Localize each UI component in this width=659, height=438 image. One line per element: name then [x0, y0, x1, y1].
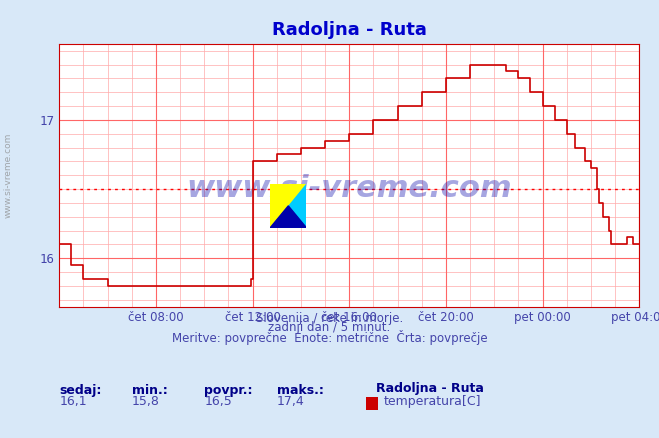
Text: povpr.:: povpr.:: [204, 384, 253, 397]
Text: 15,8: 15,8: [132, 395, 159, 408]
Text: www.si-vreme.com: www.si-vreme.com: [186, 174, 512, 203]
Text: Radoljna - Ruta: Radoljna - Ruta: [376, 382, 484, 395]
Polygon shape: [270, 184, 306, 228]
Text: www.si-vreme.com: www.si-vreme.com: [3, 133, 13, 218]
Text: 17,4: 17,4: [277, 395, 304, 408]
Text: Slovenija / reke in morje.: Slovenija / reke in morje.: [256, 312, 403, 325]
Text: maks.:: maks.:: [277, 384, 324, 397]
Title: Radoljna - Ruta: Radoljna - Ruta: [272, 21, 427, 39]
Text: 16,5: 16,5: [204, 395, 232, 408]
Text: sedaj:: sedaj:: [59, 384, 101, 397]
Polygon shape: [270, 206, 306, 228]
Polygon shape: [270, 184, 306, 228]
Text: 16,1: 16,1: [59, 395, 87, 408]
Text: temperatura[C]: temperatura[C]: [384, 395, 481, 408]
Text: Meritve: povprečne  Enote: metrične  Črta: povprečje: Meritve: povprečne Enote: metrične Črta:…: [172, 330, 487, 345]
Text: min.:: min.:: [132, 384, 167, 397]
Text: zadnji dan / 5 minut.: zadnji dan / 5 minut.: [268, 321, 391, 334]
